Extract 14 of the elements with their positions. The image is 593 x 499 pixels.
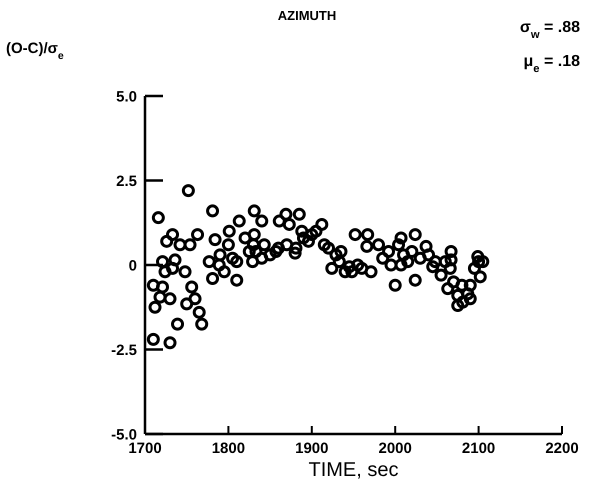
text: σ$_{w}$ = .88 bbox=[520, 19, 580, 41]
x-tick-label: 2100 bbox=[462, 440, 496, 457]
x-tick-label: 2000 bbox=[378, 440, 412, 457]
chart-title: AZIMUTH bbox=[278, 8, 336, 23]
x-tick-label: 2200 bbox=[545, 440, 579, 457]
x-axis-title: TIME, sec bbox=[308, 459, 399, 481]
y-tick-label: 2.5 bbox=[116, 172, 137, 190]
x-tick-label: 1800 bbox=[212, 440, 246, 457]
text: μ$_{e}$ = .18 bbox=[523, 53, 580, 75]
y-tick-label: 5.0 bbox=[116, 88, 137, 106]
y-tick-label: 0 bbox=[128, 257, 137, 274]
y-axis-title: (O-C)/σ$_{e}$ bbox=[6, 40, 64, 62]
y-tick-label: -2.5 bbox=[111, 342, 137, 359]
x-tick-label: 1900 bbox=[295, 440, 328, 457]
